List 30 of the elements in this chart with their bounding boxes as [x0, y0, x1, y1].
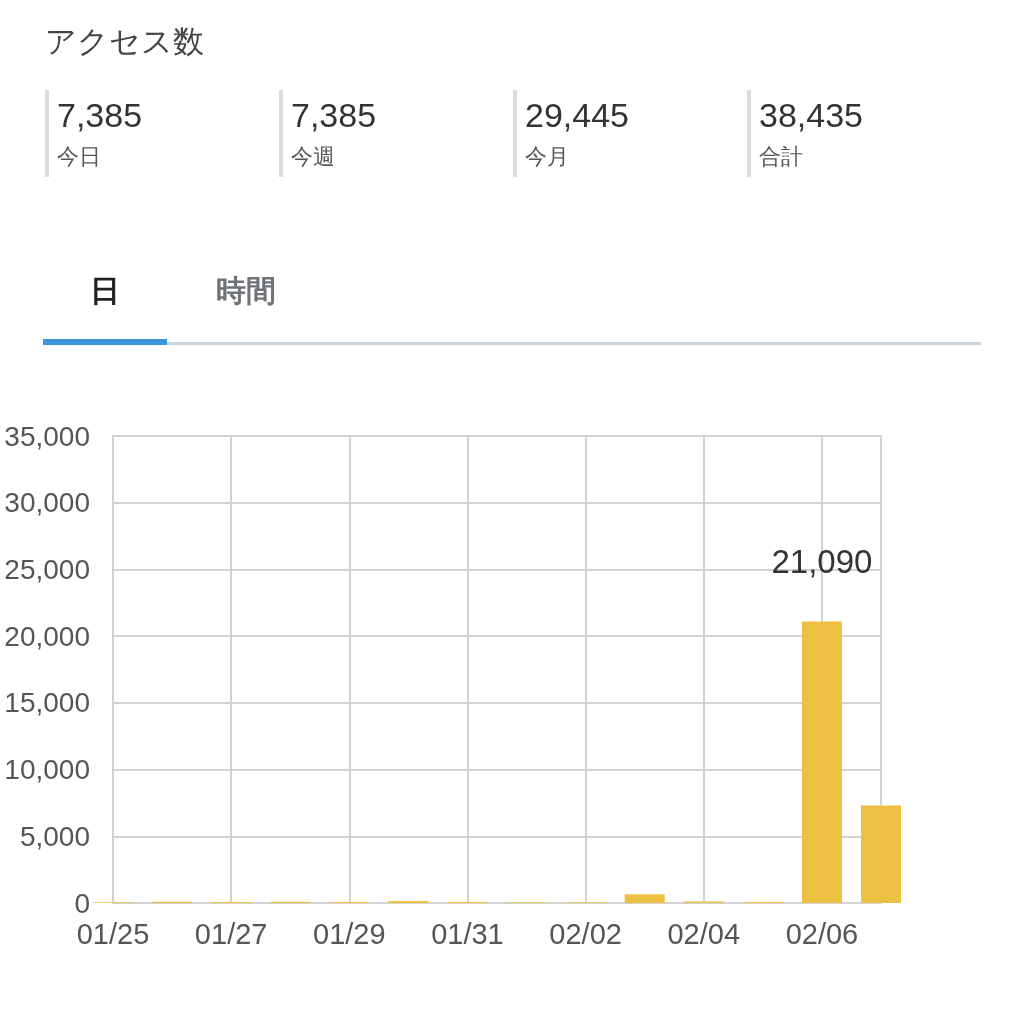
text: 29,445: [525, 95, 629, 135]
x-tick-label: 02/04: [667, 917, 741, 950]
text: 時間: [216, 273, 276, 309]
y-tick-label: 15,000: [4, 687, 90, 719]
y-tick-label: 25,000: [4, 553, 90, 585]
x-tick-label: 01/31: [431, 917, 504, 950]
x-tick-label: 02/06: [785, 917, 859, 950]
x-tick-label: 02/02: [549, 917, 622, 950]
y-tick-label: 35,000: [4, 420, 90, 452]
y-tick-label: 30,000: [4, 487, 90, 519]
x-tick-label: 01/29: [313, 917, 386, 950]
text: 今月: [525, 143, 569, 171]
bar: [801, 621, 842, 903]
y-tick-label: 0: [74, 887, 90, 919]
text: 今日: [57, 143, 101, 171]
data-label: 21,090: [771, 542, 873, 580]
chart-title: アクセス数: [45, 23, 204, 61]
y-tick-label: 5,000: [19, 820, 90, 852]
text: 今週: [291, 143, 335, 171]
text: 7,385: [291, 95, 377, 135]
bar: [624, 894, 665, 903]
text: 38,435: [759, 95, 863, 135]
text: 日: [90, 273, 120, 309]
x-tick-label: 01/27: [194, 917, 268, 950]
text: 合計: [759, 143, 803, 171]
y-tick-label: 10,000: [4, 754, 90, 786]
text: 7,385: [57, 95, 143, 135]
bar: [861, 805, 901, 903]
y-tick-label: 20,000: [4, 620, 90, 652]
x-tick-label: 01/25: [76, 917, 150, 950]
